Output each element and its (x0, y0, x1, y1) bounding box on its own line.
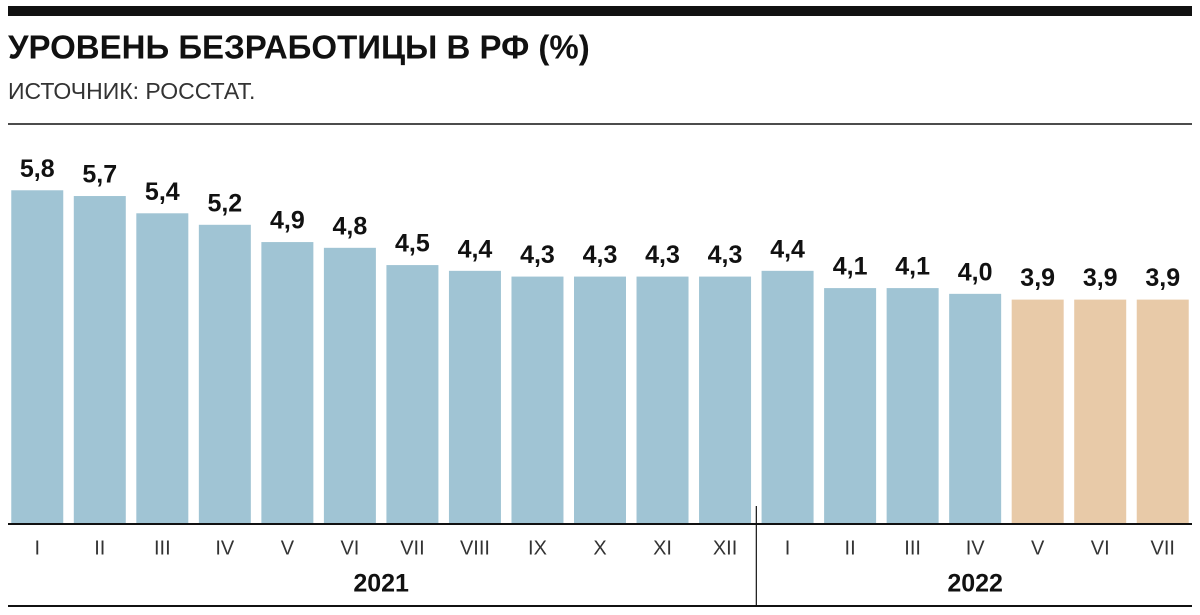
value-label: 4,1 (895, 253, 930, 281)
x-tick-label: V (1031, 537, 1045, 559)
bar (73, 196, 126, 524)
bar (511, 276, 564, 524)
value-label: 3,9 (1145, 264, 1180, 292)
bar (448, 270, 501, 524)
value-label: 4,4 (770, 235, 805, 263)
bar (1011, 299, 1064, 524)
value-label: 4,0 (958, 258, 993, 286)
x-tick-label: VI (1091, 537, 1110, 559)
x-tick-label: IV (215, 537, 235, 559)
x-tick-label: IV (966, 537, 986, 559)
bar (11, 190, 64, 524)
x-tick-label: VII (1151, 537, 1175, 559)
x-tick-label: VI (340, 537, 359, 559)
x-tick-label: VIII (460, 537, 490, 559)
value-label: 4,8 (333, 212, 368, 240)
bar (699, 276, 752, 524)
value-label: 5,7 (82, 161, 117, 189)
bar (386, 265, 439, 524)
bar (886, 288, 939, 524)
value-label: 4,3 (520, 241, 555, 269)
value-label: 5,4 (145, 178, 180, 206)
x-tick-label: III (904, 537, 921, 559)
value-label: 3,9 (1020, 264, 1055, 292)
bar (1136, 299, 1189, 524)
top-rule (8, 6, 1192, 16)
x-tick-label: V (281, 537, 295, 559)
x-tick-label: XII (713, 537, 737, 559)
x-tick-label: IX (528, 537, 547, 559)
value-label: 4,5 (395, 230, 430, 258)
value-label: 4,9 (270, 207, 305, 235)
bar (1074, 299, 1127, 524)
x-tick-label: III (154, 537, 171, 559)
x-tick-label: XI (653, 537, 672, 559)
bar (824, 288, 877, 524)
value-label: 4,3 (583, 241, 618, 269)
bar (636, 276, 689, 524)
group-label: 2021 (353, 570, 409, 598)
x-tick-label: X (593, 537, 606, 559)
x-tick-label: VII (400, 537, 424, 559)
value-label: 5,2 (207, 189, 242, 217)
bar (136, 213, 189, 525)
x-tick-label: II (94, 537, 105, 559)
bar (949, 293, 1002, 524)
bar (323, 247, 376, 525)
group-label: 2022 (947, 570, 1003, 598)
value-label: 4,3 (708, 241, 743, 269)
bar (574, 276, 626, 524)
x-tick-label: I (785, 537, 791, 559)
value-label: 5,8 (20, 155, 55, 183)
value-label: 4,3 (645, 241, 680, 269)
value-label: 4,1 (833, 253, 868, 281)
value-label: 4,4 (458, 235, 493, 263)
chart-title: УРОВЕНЬ БЕЗРАБОТИЦЫ В РФ (%) (8, 29, 590, 66)
bar (198, 224, 251, 525)
x-tick-label: I (34, 537, 40, 559)
bar (261, 242, 314, 525)
x-tick-label: II (845, 537, 856, 559)
value-label: 3,9 (1083, 264, 1118, 292)
bar (761, 270, 814, 524)
chart-subtitle: ИСТОЧНИК: РОССТАТ. (8, 78, 255, 104)
